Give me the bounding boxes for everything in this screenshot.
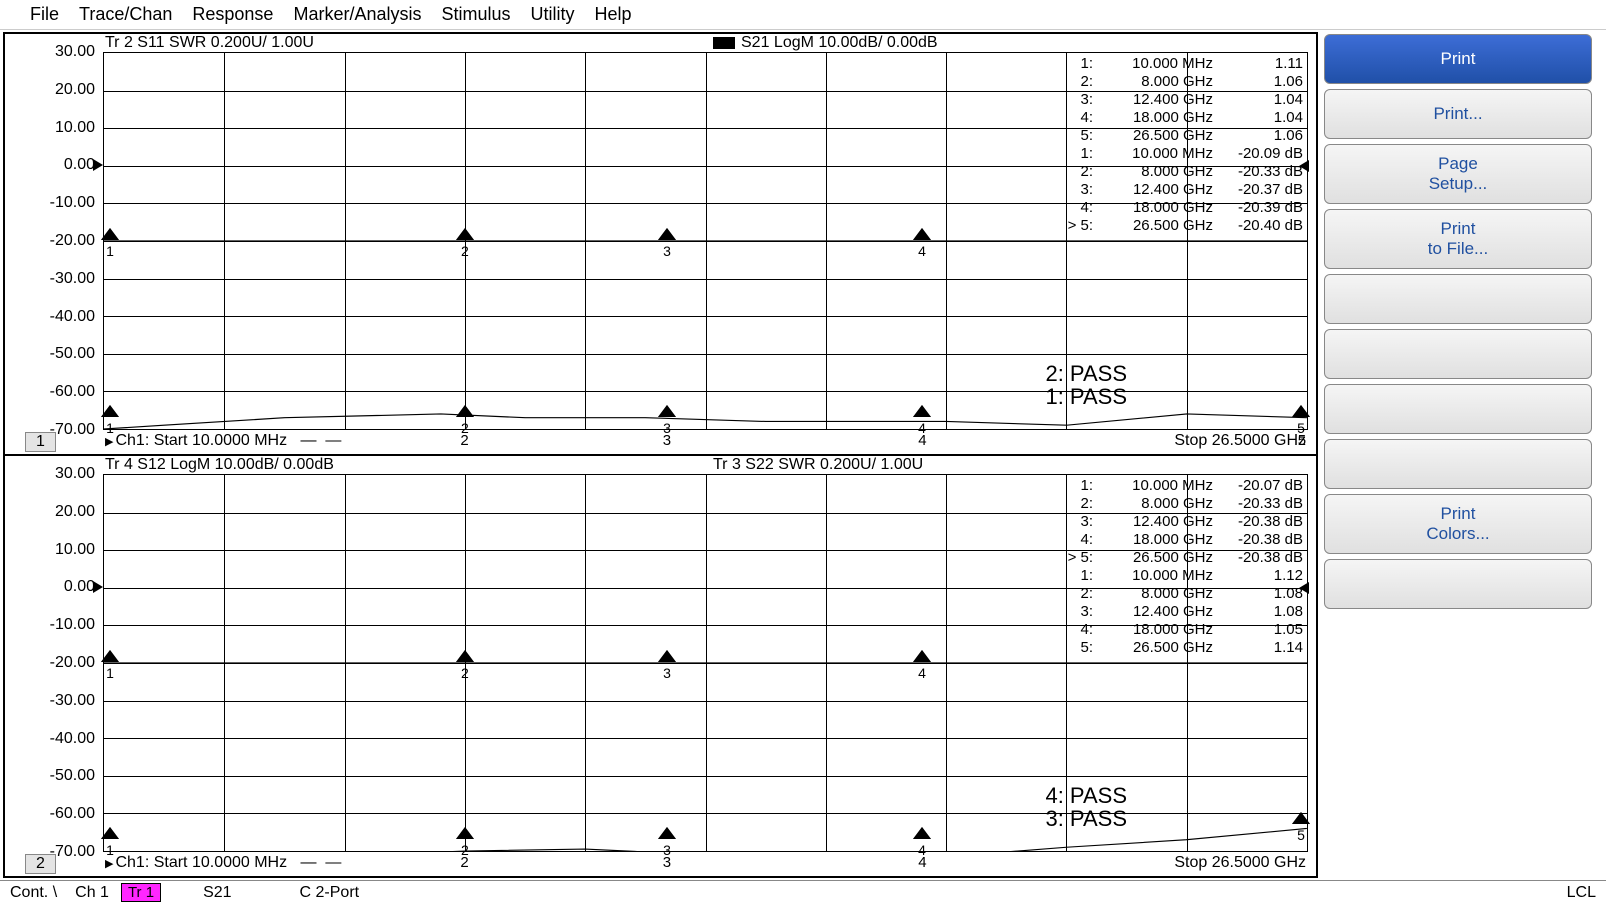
status-cont: Cont. \: [4, 884, 63, 902]
channel-start: ▶Ch1: Start 10.0000 MHz — —: [105, 854, 341, 872]
marker-triangle: [1293, 406, 1309, 416]
sidebar-btn-7[interactable]: [1324, 439, 1592, 489]
menubar: File Trace/Chan Response Marker/Analysis Sti…: [0, 0, 1606, 30]
status-trace[interactable]: Tr 1: [121, 883, 161, 902]
marker-row: 2:8.000 GHz1.06: [1063, 73, 1303, 91]
y-axis-labels: 30.0020.0010.000.00-10.00-20.00-30.00-40…: [5, 52, 101, 430]
ref-arrow-left: [93, 159, 103, 171]
marker-row: 2:8.000 GHz-20.33 dB: [1063, 163, 1303, 181]
marker-row: 1:10.000 MHz1.11: [1063, 55, 1303, 73]
marker-row: 4:18.000 GHz-20.39 dB: [1063, 199, 1303, 217]
statusbar: Cont. \ Ch 1 Tr 1 S21 C 2-Port LCL: [0, 880, 1606, 904]
pass-label: 3: PASS: [1045, 806, 1127, 832]
marker-row: 3:12.400 GHz-20.38 dB: [1063, 513, 1303, 531]
marker-row: > 5:26.500 GHz-20.38 dB: [1063, 549, 1303, 567]
sidebar-btn-3[interactable]: Printto File...: [1324, 209, 1592, 269]
marker-table: 1:10.000 MHz1.112:8.000 GHz1.063:12.400 …: [1063, 55, 1303, 235]
trace-label-right: Tr 3 S22 SWR 0.200U/ 1.00U: [713, 456, 923, 474]
sidebar: PrintPrint...PageSetup...Printto File...…: [1318, 30, 1598, 880]
marker-row: 3:12.400 GHz1.08: [1063, 603, 1303, 621]
ref-arrow-left: [93, 581, 103, 593]
menu-tracechan[interactable]: Trace/Chan: [79, 4, 172, 25]
marker-row: 2:8.000 GHz-20.33 dB: [1063, 495, 1303, 513]
marker-row: 1:10.000 MHz1.12: [1063, 567, 1303, 585]
trace-color-swatch: [713, 37, 735, 49]
marker-triangle: [659, 828, 675, 838]
menu-response[interactable]: Response: [192, 4, 273, 25]
status-c: C 2-Port: [294, 884, 366, 902]
marker-triangle: [102, 229, 118, 239]
marker-triangle: [102, 406, 118, 416]
marker-row: 3:12.400 GHz1.04: [1063, 91, 1303, 109]
menu-utility[interactable]: Utility: [531, 4, 575, 25]
marker-triangle: [102, 828, 118, 838]
marker-triangle: [1293, 813, 1309, 823]
status-ch: Ch 1: [69, 884, 115, 902]
chart-panel-2: Tr 4 S12 LogM 10.00dB/ 0.00dB Tr 3 S22 SW…: [5, 456, 1316, 876]
sidebar-btn-2[interactable]: PageSetup...: [1324, 144, 1592, 204]
marker-triangle: [659, 229, 675, 239]
menu-markeranalysis[interactable]: Marker/Analysis: [293, 4, 421, 25]
marker-triangle: [914, 229, 930, 239]
sidebar-btn-1[interactable]: Print...: [1324, 89, 1592, 139]
sidebar-btn-0[interactable]: Print: [1324, 34, 1592, 84]
ref-arrow-right: [1299, 160, 1309, 172]
marker-triangle: [659, 651, 675, 661]
marker-row: 5:26.500 GHz1.14: [1063, 639, 1303, 657]
sidebar-btn-8[interactable]: PrintColors...: [1324, 494, 1592, 554]
marker-triangle: [914, 828, 930, 838]
sidebar-btn-6[interactable]: [1324, 384, 1592, 434]
marker-triangle: [457, 406, 473, 416]
marker-row: 2:8.000 GHz1.08: [1063, 585, 1303, 603]
chart-panel-1: Tr 2 S11 SWR 0.200U/ 1.00U S21 LogM 10.00…: [5, 34, 1316, 456]
marker-row: 4:18.000 GHz-20.38 dB: [1063, 531, 1303, 549]
channel-start: ▶Ch1: Start 10.0000 MHz — —: [105, 432, 341, 450]
marker-triangle: [457, 651, 473, 661]
trace-label-left: Tr 2 S11 SWR 0.200U/ 1.00U: [105, 34, 314, 52]
menu-stimulus[interactable]: Stimulus: [441, 4, 510, 25]
trace-label-left: Tr 4 S12 LogM 10.00dB/ 0.00dB: [105, 456, 334, 474]
channel-stop: Stop 26.5000 GHz: [1174, 854, 1306, 872]
marker-row: 3:12.400 GHz-20.37 dB: [1063, 181, 1303, 199]
channel-stop: Stop 26.5000 GHz: [1174, 432, 1306, 450]
menu-help[interactable]: Help: [595, 4, 632, 25]
panel-number[interactable]: 2: [25, 854, 56, 874]
main: Tr 2 S11 SWR 0.200U/ 1.00U S21 LogM 10.00…: [0, 30, 1606, 880]
chart-area: Tr 2 S11 SWR 0.200U/ 1.00U S21 LogM 10.00…: [3, 32, 1318, 878]
plot-area[interactable]: 1234123451:10.000 MHz1.112:8.000 GHz1.06…: [103, 52, 1308, 430]
marker-row: 5:26.500 GHz1.06: [1063, 127, 1303, 145]
status-s: S21: [197, 884, 237, 902]
marker-triangle: [659, 406, 675, 416]
marker-triangle: [914, 651, 930, 661]
sidebar-btn-4[interactable]: [1324, 274, 1592, 324]
marker-row: 4:18.000 GHz1.04: [1063, 109, 1303, 127]
marker-table: 1:10.000 MHz-20.07 dB2:8.000 GHz-20.33 d…: [1063, 477, 1303, 657]
sidebar-btn-5[interactable]: [1324, 329, 1592, 379]
status-lcl: LCL: [1561, 884, 1602, 902]
marker-triangle: [457, 828, 473, 838]
pass-label: 1: PASS: [1045, 384, 1127, 410]
marker-row: 1:10.000 MHz-20.09 dB: [1063, 145, 1303, 163]
ref-arrow-right: [1299, 582, 1309, 594]
plot-area[interactable]: 1234123451:10.000 MHz-20.07 dB2:8.000 GH…: [103, 474, 1308, 852]
sidebar-btn-9[interactable]: [1324, 559, 1592, 609]
marker-row: 1:10.000 MHz-20.07 dB: [1063, 477, 1303, 495]
marker-triangle: [102, 651, 118, 661]
marker-row: 4:18.000 GHz1.05: [1063, 621, 1303, 639]
panel-number[interactable]: 1: [25, 432, 56, 452]
marker-row: > 5:26.500 GHz-20.40 dB: [1063, 217, 1303, 235]
trace-label-right: S21 LogM 10.00dB/ 0.00dB: [713, 34, 938, 52]
menu-file[interactable]: File: [30, 4, 59, 25]
marker-triangle: [914, 406, 930, 416]
marker-triangle: [457, 229, 473, 239]
y-axis-labels: 30.0020.0010.000.00-10.00-20.00-30.00-40…: [5, 474, 101, 852]
